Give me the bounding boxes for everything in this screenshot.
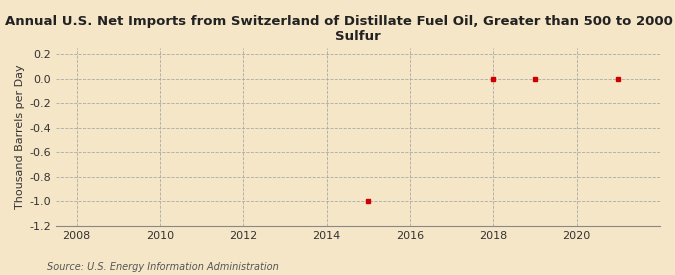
Title: Annual U.S. Net Imports from Switzerland of Distillate Fuel Oil, Greater than 50: Annual U.S. Net Imports from Switzerland…	[5, 15, 675, 43]
Text: Source: U.S. Energy Information Administration: Source: U.S. Energy Information Administ…	[47, 262, 279, 272]
Y-axis label: Thousand Barrels per Day: Thousand Barrels per Day	[15, 65, 25, 210]
